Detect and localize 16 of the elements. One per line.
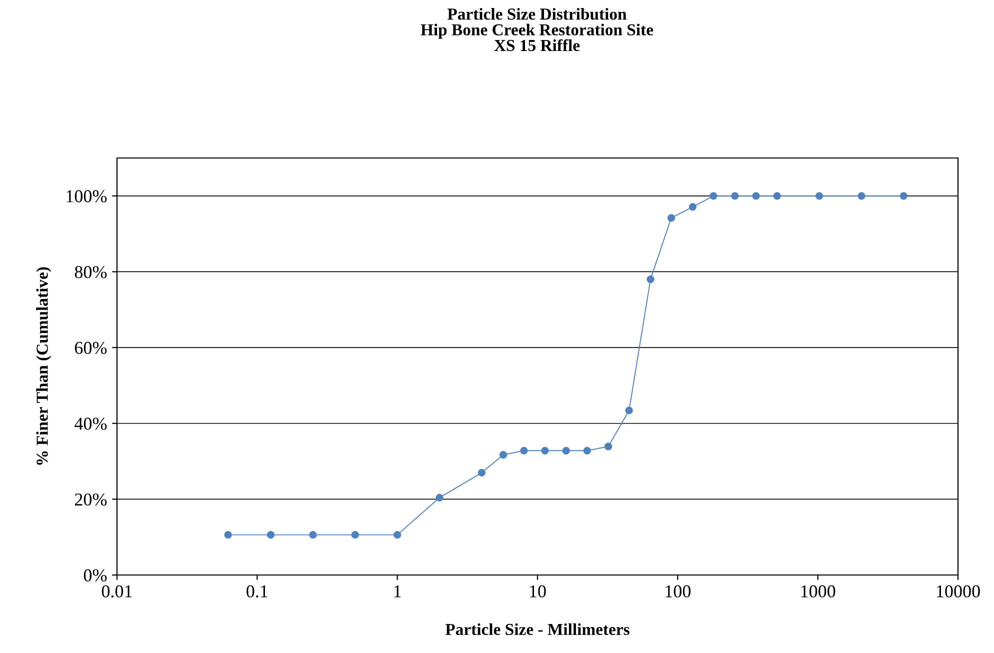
x-tick-label: 1 (394, 585, 401, 598)
x-tick-label: 10000 (937, 585, 980, 598)
x-axis-title: Particle Size - Millimeters (445, 623, 630, 636)
y-tick-label: 20% (74, 493, 107, 506)
y-tick-label: 0% (84, 569, 107, 582)
x-tick-label: 100 (666, 585, 691, 598)
x-tick-label: 10 (530, 585, 546, 598)
x-tick-label: 0.01 (102, 585, 132, 598)
y-tick-label: 60% (74, 342, 107, 354)
y-tick-label: 100% (66, 190, 107, 202)
x-tick-label: 1000 (801, 585, 836, 598)
chart-title: Particle Size Distribution Hip Bone Creek Restoration Site XS 15 Riffle (420, 8, 654, 52)
y-axis-title: % Finer Than (Cumulative) (36, 267, 52, 465)
y-tick-label: 80% (74, 266, 107, 278)
x-tick-label: 0.1 (246, 585, 268, 598)
y-tick-label: 40% (74, 418, 107, 430)
